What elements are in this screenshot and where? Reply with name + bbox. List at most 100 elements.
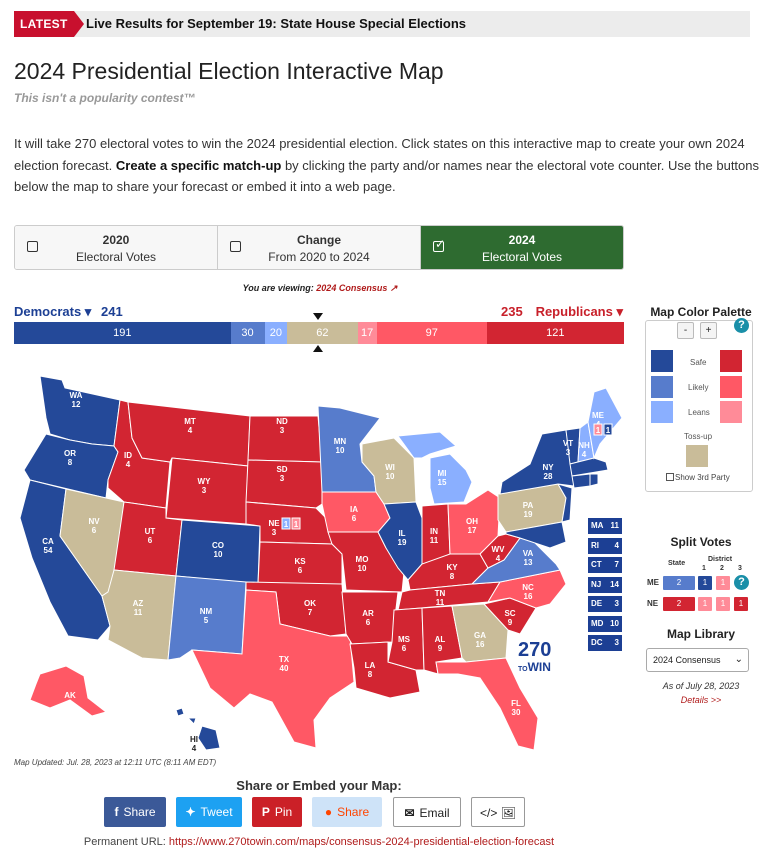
email-button[interactable]: ✉ Email	[393, 797, 461, 827]
state-ev-sc: 9	[508, 618, 513, 627]
state-label-mn: MN	[334, 437, 347, 446]
map-library-select[interactable]: 2024 Consensus ⌄	[646, 648, 749, 672]
split-ne-state[interactable]: 2	[663, 597, 695, 611]
reddit-share-button[interactable]: ● Share	[312, 797, 382, 827]
swatch-rep-likely[interactable]	[720, 376, 742, 398]
ev-bar-segment: 17	[357, 322, 377, 344]
ne-district-2-box[interactable]	[281, 517, 291, 530]
state-ct[interactable]	[571, 473, 591, 489]
democrats-total: 241	[101, 304, 123, 319]
state-ev-nd: 3	[280, 426, 285, 435]
twitter-tweet-button[interactable]: ✦ Tweet	[176, 797, 242, 827]
state-ev-nv: 6	[92, 526, 97, 535]
state-ev-id: 4	[126, 460, 131, 469]
state-ak[interactable]	[29, 665, 108, 717]
permanent-url-link[interactable]: https://www.270towin.com/maps/consensus-…	[168, 836, 555, 848]
intro-bold: Create a specific match-up	[115, 157, 282, 173]
small-state-nj[interactable]: NJ 14	[588, 576, 622, 593]
me-district-1-box[interactable]	[603, 423, 613, 436]
viewing-map-link[interactable]: 2024 Consensus ↗	[316, 283, 398, 293]
state-ev-il: 19	[398, 538, 407, 547]
small-state-md[interactable]: MD 10	[588, 615, 622, 632]
state-ev-ca: 54	[44, 546, 53, 555]
swatch-rep-safe[interactable]	[720, 350, 742, 372]
swatch-dem-safe[interactable]	[651, 350, 673, 372]
state-wy[interactable]	[165, 457, 249, 525]
midpoint-marker-top	[313, 313, 323, 320]
pinterest-label: Pin	[274, 805, 293, 819]
state-label-ga: GA	[474, 631, 486, 640]
facebook-share-button[interactable]: f Share	[104, 797, 166, 827]
show-3rd-party-toggle[interactable]: Show 3rd Party	[666, 473, 730, 482]
palette-help-icon[interactable]: ?	[734, 318, 749, 333]
split-me-d2[interactable]: 1	[716, 576, 730, 590]
tab-2020-electoral-votes[interactable]: 2020 Electoral Votes	[15, 226, 218, 269]
envelope-icon: ✉	[404, 806, 415, 820]
small-state-de[interactable]: DE 3	[588, 596, 622, 612]
small-state-ma[interactable]: MA 11	[588, 518, 622, 534]
state-label-hi: HI	[190, 735, 198, 744]
palette-title: Map Color Palette	[650, 305, 752, 319]
democrats-party-selector[interactable]: Democrats ▾	[14, 304, 92, 319]
embed-button[interactable]: </> 🖼	[471, 797, 525, 827]
state-ev-oh: 17	[468, 526, 477, 535]
split-ne-d2[interactable]: 1	[716, 597, 730, 611]
pinterest-pin-button[interactable]: P Pin	[252, 797, 302, 827]
state-ev-ky: 8	[450, 572, 455, 581]
district-2-header: 2	[720, 565, 724, 572]
state-ma[interactable]	[569, 457, 609, 477]
state-ev-wv: 4	[496, 554, 501, 563]
swatch-rep-lean[interactable]	[720, 401, 742, 423]
state-label-nc: NC	[522, 583, 534, 592]
split-votes-help-icon[interactable]: ?	[734, 575, 749, 590]
state-ev-pa: 19	[524, 510, 533, 519]
state-mi[interactable]	[397, 431, 473, 505]
small-state-dc[interactable]: DC 3	[588, 635, 622, 651]
palette-minus-button[interactable]: -	[677, 322, 694, 339]
state-ev-nc: 16	[524, 592, 533, 601]
swatch-dem-likely[interactable]	[651, 376, 673, 398]
logo-270: 270	[518, 639, 552, 661]
state-ev-mi: 15	[438, 478, 447, 487]
split-ne-d3[interactable]: 1	[734, 597, 748, 611]
tab-2024-electoral-votes[interactable]: 2024 Electoral Votes	[421, 226, 623, 269]
small-state-ct[interactable]: CT 7	[588, 557, 622, 573]
palette-box	[645, 320, 753, 492]
state-label-ky: KY	[446, 563, 458, 572]
news-banner[interactable]: LATEST Live Results for September 19: St…	[14, 11, 750, 37]
state-fl[interactable]	[435, 657, 539, 751]
state-label-pa: PA	[523, 501, 534, 510]
small-state-abbr: RI	[591, 540, 599, 550]
republicans-party-selector[interactable]: Republicans ▾	[535, 304, 623, 319]
banner-headline[interactable]: Live Results for September 19: State Hou…	[86, 16, 467, 31]
state-sd[interactable]	[245, 459, 323, 509]
palette-plus-button[interactable]: +	[700, 322, 717, 339]
intro-part1: It will take 270 electoral votes to win …	[14, 136, 745, 173]
split-me-state[interactable]: 2	[663, 576, 695, 590]
state-ks[interactable]	[257, 541, 343, 585]
small-state-abbr: NJ	[591, 579, 602, 589]
small-state-ri[interactable]: RI 4	[588, 537, 622, 554]
state-me[interactable]	[587, 387, 623, 460]
state-la[interactable]	[349, 641, 421, 699]
state-label-sd: SD	[276, 465, 287, 474]
split-ne-d1[interactable]: 1	[698, 597, 712, 611]
reddit-icon: ●	[324, 805, 333, 819]
swatch-tossup[interactable]	[686, 445, 708, 467]
state-il[interactable]	[377, 501, 423, 581]
split-me-d1[interactable]: 1	[698, 576, 712, 590]
state-hi[interactable]	[175, 707, 221, 751]
swatch-dem-lean[interactable]	[651, 401, 673, 423]
state-label-vt: VT	[563, 439, 573, 448]
state-label-il: IL	[398, 529, 405, 538]
state-tx[interactable]	[191, 589, 355, 749]
state-nj[interactable]	[556, 483, 573, 523]
state-ri[interactable]	[589, 473, 599, 487]
ne-district-3-box[interactable]	[291, 517, 301, 530]
me-district-2-box[interactable]	[593, 423, 603, 436]
map-library-details-link[interactable]: Details >>	[680, 695, 722, 705]
split-ne-label: NE	[647, 599, 659, 608]
tab-change-2020-2024[interactable]: Change From 2020 to 2024	[218, 226, 421, 269]
small-state-abbr: MA	[591, 521, 604, 530]
state-label-tx: TX	[279, 655, 290, 664]
